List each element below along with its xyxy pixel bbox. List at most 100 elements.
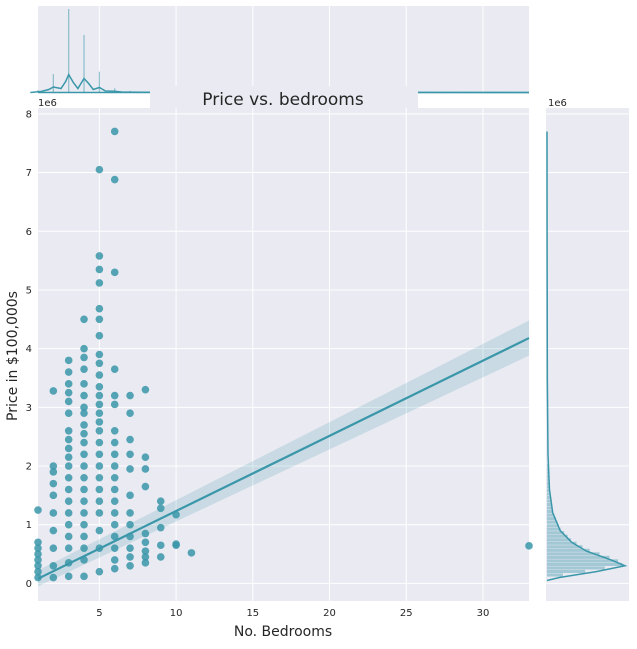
data-point [95, 382, 104, 391]
marginal-y-bar [547, 499, 552, 503]
regression-confidence-band [38, 320, 529, 587]
data-point [80, 429, 88, 438]
data-point [49, 468, 58, 476]
data-point [95, 165, 104, 174]
marginal-y-bar [547, 513, 555, 517]
marginal-y-bar [547, 534, 568, 538]
marginal-y-bar [547, 517, 556, 521]
data-point [49, 462, 58, 470]
x-axis-label: No. Bedrooms [234, 624, 332, 640]
data-point [95, 409, 104, 417]
marginal-y-bar [547, 474, 549, 478]
data-point [64, 462, 73, 470]
marginal-x-bar [98, 71, 100, 93]
marginal-x-background [38, 6, 529, 93]
data-point [64, 572, 73, 581]
data-point [49, 387, 58, 395]
marginal-y-bar [547, 538, 572, 542]
data-point [80, 380, 88, 388]
marginal-y-bar [547, 467, 549, 471]
data-point [110, 485, 119, 494]
data-point [156, 523, 165, 532]
data-point [110, 365, 119, 373]
data-point [156, 553, 165, 561]
data-point [49, 509, 58, 517]
data-point [110, 175, 119, 184]
data-point [34, 550, 42, 558]
data-point [49, 491, 58, 500]
data-point [95, 462, 104, 470]
data-point [126, 435, 134, 444]
data-point [64, 544, 73, 552]
marginal-y-grid [546, 113, 629, 584]
data-point [141, 547, 150, 555]
data-point [64, 380, 73, 388]
data-point [141, 465, 150, 473]
data-point [95, 265, 104, 274]
regression-line [37, 337, 530, 580]
data-point [64, 473, 73, 482]
data-point [49, 561, 58, 570]
data-point [95, 315, 104, 324]
data-point [80, 409, 88, 417]
data-point [141, 538, 150, 547]
data-point [95, 438, 104, 447]
data-point [141, 553, 150, 561]
data-point [80, 497, 88, 506]
data-point [80, 403, 88, 412]
marginal-y-bar [547, 481, 550, 485]
marginal-y-bar [547, 541, 577, 545]
data-point [34, 556, 42, 564]
data-point [110, 497, 119, 506]
x-tick-labels: 5 10 15 20 25 30 [96, 608, 489, 619]
marginal-y-bar [547, 527, 561, 531]
data-point [110, 473, 119, 482]
data-point [95, 371, 104, 379]
marginal-y-bar [547, 506, 553, 510]
data-point [49, 479, 58, 488]
x-tick-label: 15 [246, 608, 259, 619]
data-point [49, 544, 58, 552]
data-point [95, 252, 104, 260]
marginal-y-bar [547, 545, 583, 549]
marginal-y-histogram [547, 464, 623, 577]
data-point [141, 385, 150, 394]
data-point [80, 572, 88, 581]
data-point [110, 520, 119, 529]
y-tick-label: 1 [26, 520, 32, 531]
y-tick-label: 6 [26, 227, 32, 238]
data-point [95, 485, 104, 494]
marginal-y-bar [547, 502, 552, 507]
y-offset-label: 1e6 [38, 98, 57, 109]
data-point [95, 418, 104, 426]
marginal-y-bar [547, 566, 605, 570]
data-point [156, 497, 165, 506]
data-point [64, 485, 73, 494]
marginal-y-bar [547, 562, 623, 566]
data-point [34, 544, 42, 552]
data-point [64, 426, 73, 435]
y-tick-label: 3 [26, 403, 32, 414]
data-point [64, 368, 73, 376]
data-point [49, 573, 58, 582]
data-point [126, 509, 134, 517]
data-point [95, 526, 104, 535]
x-tick-label: 20 [323, 608, 336, 619]
x-tick-label: 5 [96, 608, 102, 619]
marginal-y-panel: 1e6 [546, 98, 629, 601]
data-point [110, 509, 119, 517]
x-tick-label: 25 [400, 608, 413, 619]
data-point [126, 491, 134, 500]
y-tick-label: 4 [26, 344, 32, 355]
marginal-y-kde-curve [546, 131, 628, 582]
main-plot: 5 10 15 20 25 30 0 1 2 3 4 5 6 7 8 1e6 [26, 98, 533, 619]
data-point [95, 359, 104, 368]
data-point [64, 397, 73, 406]
data-point [110, 400, 119, 409]
data-point [80, 532, 88, 541]
data-point [64, 532, 73, 541]
data-point [34, 567, 42, 576]
marginal-y-bar [547, 520, 558, 524]
data-point [126, 409, 134, 417]
data-point [80, 391, 88, 400]
